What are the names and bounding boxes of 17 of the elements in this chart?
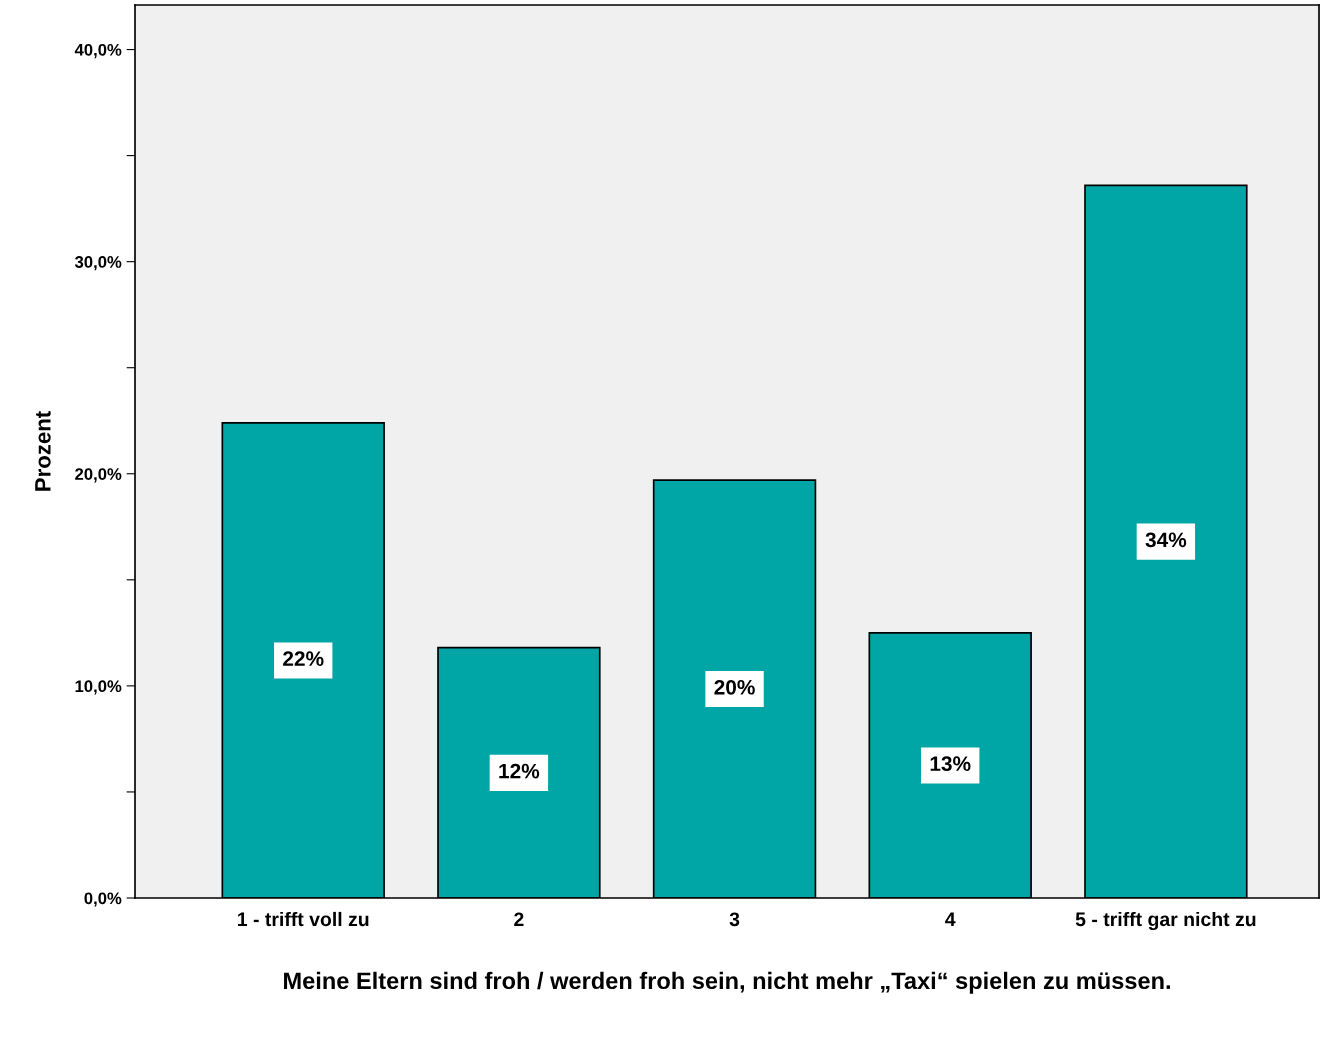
data-label: 34%	[1145, 532, 1187, 548]
x-tick-label: 2	[514, 912, 524, 926]
data-label: 22%	[283, 651, 324, 666]
y-tick-label: 0,0%	[84, 892, 122, 907]
x-tick-label: 1 - trifft voll zu	[238, 911, 369, 927]
y-tick-label: 40,0%	[74, 43, 122, 59]
y-axis-title: Prozent	[35, 411, 51, 491]
y-tick-label: 20,0%	[75, 468, 122, 483]
x-axis-title: Meine Eltern sind froh / werden froh sein, nicht mehr „Taxi“ spielen zu müssen.	[284, 971, 1170, 994]
y-tick-label: 10,0%	[75, 680, 122, 695]
x-tick-label: 4	[945, 912, 956, 926]
x-tick-label: 5 - trifft gar nicht zu	[1075, 911, 1256, 931]
y-tick-label: 30,0%	[74, 256, 122, 271]
data-label: 12%	[499, 763, 540, 779]
data-label: 20%	[714, 679, 755, 695]
x-tick-label: 3	[729, 912, 740, 927]
data-label: 13%	[930, 756, 971, 772]
